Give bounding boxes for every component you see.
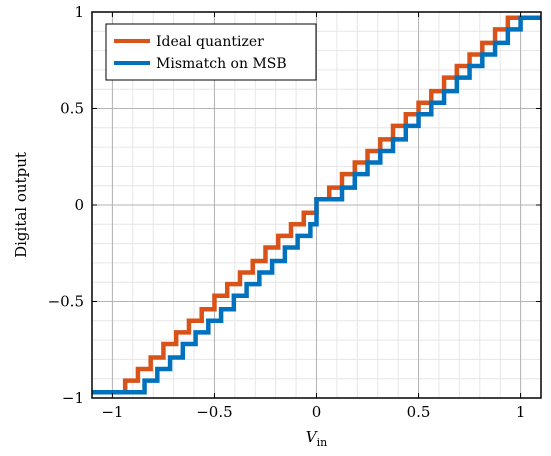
axis-ticks: −1 −0.5 0 0.5 1 −1 −0.5 0 0.5 1 (48, 3, 541, 421)
x-axis-label-main: V (306, 428, 319, 446)
y-tick-label: 1 (74, 3, 84, 21)
x-tick-label: −1 (101, 403, 123, 421)
y-tick-label: 0.5 (60, 100, 84, 118)
x-tick-label: 0.5 (407, 403, 431, 421)
series-line-mismatch-on-msb (92, 15, 541, 395)
legend-box (105, 23, 317, 81)
y-axis-label: Digital output (12, 152, 30, 258)
x-tick-label: 1 (516, 403, 526, 421)
x-axis-label: Vin (306, 428, 327, 449)
legend-label-mismatch-on-msb: Mismatch on MSB (156, 56, 287, 72)
y-tick-label: −0.5 (48, 293, 84, 311)
x-axis-label-subscript: in (317, 436, 328, 449)
x-tick-label: 0 (312, 403, 322, 421)
series-layer (92, 15, 541, 395)
legend-label-ideal-quantizer: Ideal quantizer (156, 34, 264, 50)
y-tick-label: −1 (62, 389, 84, 407)
y-tick-label: 0 (74, 196, 84, 214)
x-tick-label: −0.5 (196, 403, 232, 421)
legend: Ideal quantizer Mismatch on MSB (105, 23, 317, 81)
